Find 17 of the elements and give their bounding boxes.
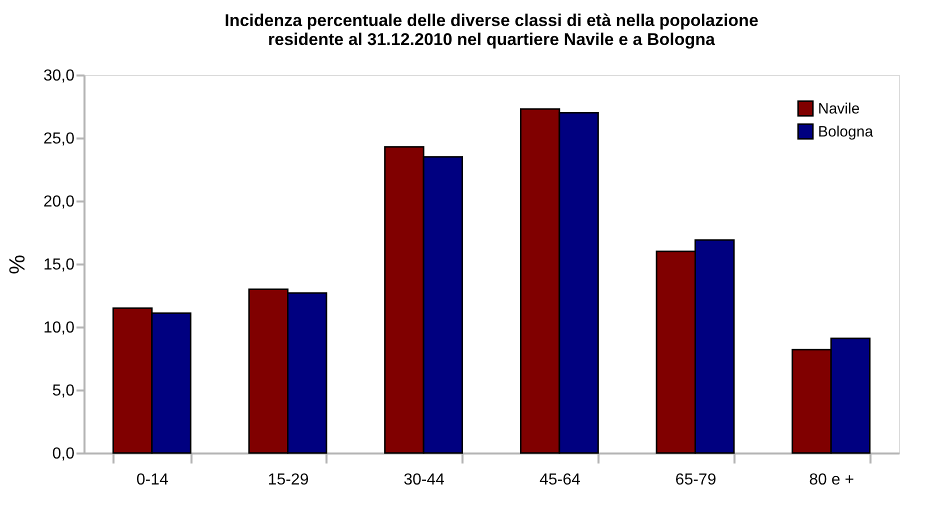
y-tick-label: 20,0 (43, 194, 75, 210)
x-tick-label: 15-29 (268, 472, 309, 488)
legend-label: Navile (818, 100, 860, 118)
x-tick-label: 65-79 (675, 472, 716, 488)
y-tick-label: 30,0 (43, 68, 75, 84)
x-tick-label: 45-64 (539, 472, 580, 488)
y-axis-title: % (4, 254, 30, 274)
y-tick-label: 25,0 (43, 130, 75, 148)
chart-title: Incidenza percentuale delle diverse classi di età nella popolazione residente al 31.12.2010 nel quartiere Navile e a Bologna (224, 11, 758, 49)
legend-label: Bologna (818, 124, 874, 140)
y-tick-label: 15,0 (43, 256, 75, 274)
x-tick-label: 30-44 (404, 472, 445, 488)
y-tick-label: 10,0 (43, 320, 75, 336)
y-tick-label: 5,0 (52, 382, 75, 400)
x-tick-label: 80 e + (809, 472, 854, 488)
y-tick-label: 0,0 (52, 446, 75, 462)
x-tick-label: 0-14 (136, 472, 169, 488)
